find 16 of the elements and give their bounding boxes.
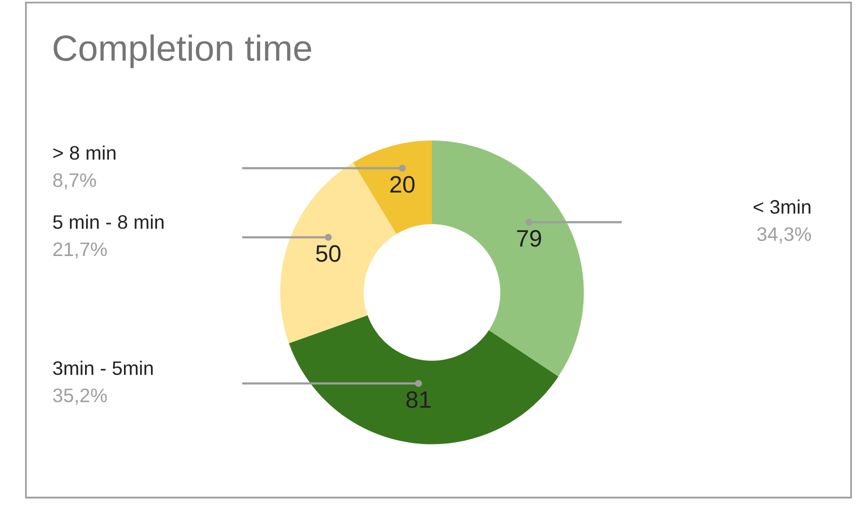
text: 34,3% [757, 227, 811, 244]
slice-label: 5 min - 8 min [53, 214, 164, 229]
data-label: 20 [390, 176, 415, 193]
slice-label: > 8 min [53, 146, 116, 160]
data-label: 81 [406, 391, 430, 408]
slice-label: 3min - 5min [53, 360, 153, 376]
data-label: 50 [316, 245, 340, 262]
text: 35,2% [53, 388, 107, 405]
text: 21,7% [53, 242, 107, 258]
chart-title: Completion time [54, 34, 312, 68]
slice-label: < 3min [754, 200, 810, 214]
data-label: 79 [517, 230, 542, 247]
donut-slice [432, 140, 584, 377]
donut-slice [288, 315, 558, 444]
text: 8,7% [53, 173, 96, 190]
donut-slice [353, 140, 432, 234]
